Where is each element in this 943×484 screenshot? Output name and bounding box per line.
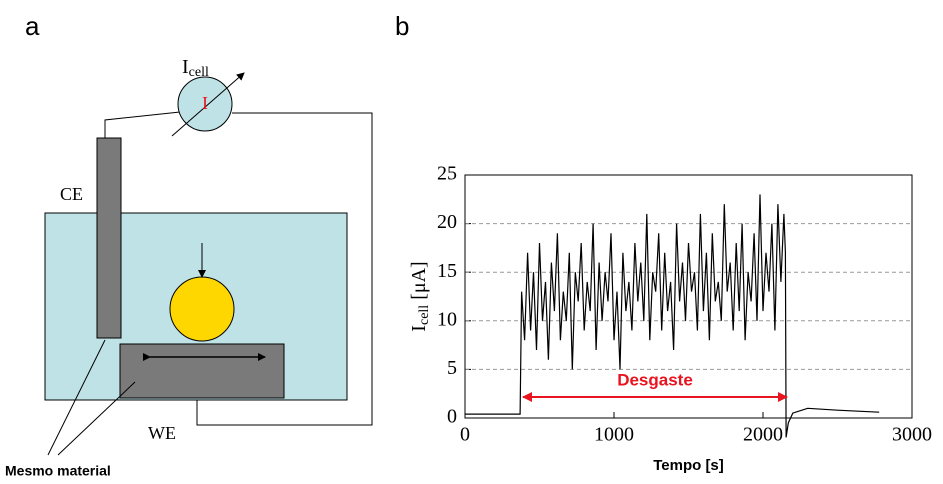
panel-label: b xyxy=(395,11,409,41)
working-electrode xyxy=(119,343,285,399)
x-tick-label: 3000 xyxy=(892,424,932,446)
y-tick-label: 15 xyxy=(437,260,457,282)
meter xyxy=(177,76,233,132)
ce-label: CE xyxy=(60,184,83,204)
chart: 0 5 10 15 20 25 0 1000 2000 3000 Desgaste Tempo [s]… xyxy=(408,163,932,474)
wire xyxy=(104,111,181,138)
y-axis-label-part: I xyxy=(408,325,430,332)
y-axis-label-part: [μA] xyxy=(408,261,430,305)
ball xyxy=(169,276,235,342)
y-axis-label-part: cell xyxy=(417,305,432,325)
x-tick-label: 2000 xyxy=(743,424,783,446)
diagram: a I Icell CE WE Mesmo material xyxy=(5,11,373,479)
panel-label: a xyxy=(25,11,40,41)
annotation: Desgaste xyxy=(617,370,693,389)
y-tick-label: 20 xyxy=(437,211,457,233)
meter-symbol: I xyxy=(202,93,208,113)
y-tick-label: 25 xyxy=(437,163,457,185)
meter-label: Icell xyxy=(182,56,209,81)
x-tick-label: 1000 xyxy=(594,424,634,446)
y-tick-label: 10 xyxy=(437,308,457,330)
x-tick-label: 0 xyxy=(460,424,470,446)
counter-electrode xyxy=(96,137,122,339)
y-tick-label: 0 xyxy=(447,406,457,428)
meter-arrow xyxy=(171,72,245,137)
y-axis-label: Icell [μA] xyxy=(408,261,433,331)
we-label: WE xyxy=(148,423,176,443)
wire xyxy=(196,112,373,426)
plot-frame xyxy=(464,174,913,419)
y-tick-label: 5 xyxy=(447,357,457,379)
note: Mesmo material xyxy=(5,463,111,479)
data-line xyxy=(465,194,880,438)
pointer-line xyxy=(57,381,136,456)
x-axis-label: Tempo [s] xyxy=(653,457,724,474)
pointer-line xyxy=(47,339,106,456)
